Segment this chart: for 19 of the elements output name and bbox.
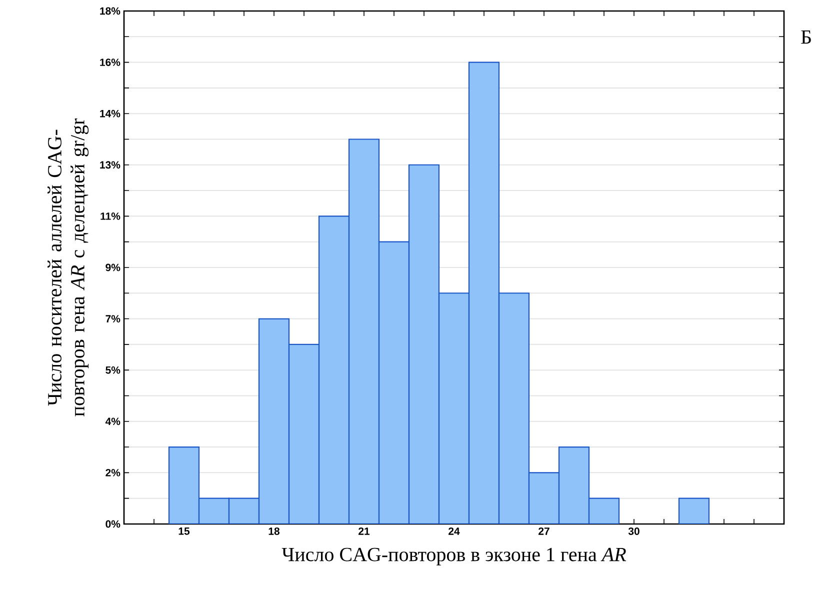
x-tick-label: 30	[628, 528, 640, 535]
x-axis-title: Число CAG-повторов в экзоне 1 гена AR	[282, 548, 626, 566]
y-tick-label: 11%	[100, 212, 120, 220]
x-tick-label: 21	[358, 528, 370, 535]
y-tick-label: 4%	[105, 418, 120, 426]
text: Б	[801, 30, 811, 44]
y-tick-label: 5%	[106, 366, 120, 374]
y-tick-label: 18%	[100, 7, 120, 15]
y-tick-label: 14%	[100, 110, 120, 118]
x-tick-label: 15	[178, 528, 190, 535]
y-tick-label: 13%	[100, 161, 120, 169]
x-tick-label: 18	[268, 528, 280, 535]
y-tick-label: 16%	[100, 58, 120, 66]
y-tick-label: 9%	[106, 264, 120, 272]
y-tick-label: 7%	[106, 315, 120, 322]
x-tick-label: 27	[538, 528, 550, 535]
y-tick-label: 2%	[106, 468, 120, 476]
y-tick-label: 0%	[106, 520, 120, 528]
x-tick-label: 24	[448, 528, 460, 535]
